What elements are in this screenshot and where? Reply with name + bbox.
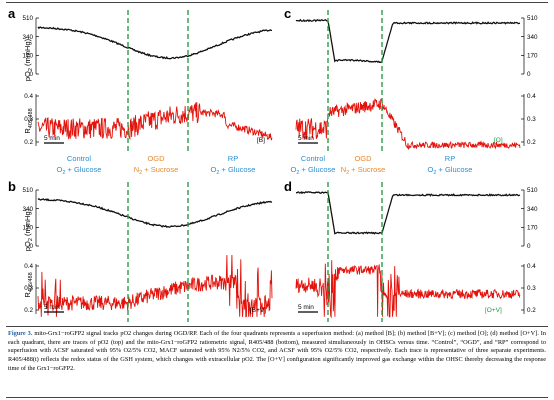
po2-tick-label: 170 bbox=[527, 225, 538, 232]
condition-ogd-name-right: OGD bbox=[354, 154, 372, 163]
po2-tick-label: 0 bbox=[527, 243, 531, 250]
po2-tick-label: 340 bbox=[527, 206, 538, 213]
po2-trace-d bbox=[295, 190, 521, 235]
ratio-tick-label: 0.3 bbox=[24, 285, 33, 292]
ratio-trace-a bbox=[37, 102, 273, 141]
method-tag-b: [B+V] bbox=[250, 307, 266, 314]
condition-rp-desc-right: O2 + Glucose bbox=[428, 165, 473, 176]
scalebar-a: 5 min bbox=[44, 135, 64, 144]
po2-axis-title-b: pO2 (mmHg) bbox=[23, 208, 34, 251]
ratio-tick-label: 0.2 bbox=[24, 139, 33, 146]
ratio-tick-label: 0.4 bbox=[24, 93, 33, 100]
svg-text:5 min: 5 min bbox=[298, 135, 314, 142]
axis-layer: 510 340 170 0 0.4 0.3 0.2 510 340 170 0 0.4 0.3 0.2 51… bbox=[22, 15, 538, 314]
top-rule bbox=[6, 2, 548, 3]
po2-tick-label: 340 bbox=[527, 34, 538, 41]
condition-dividers bbox=[127, 10, 383, 322]
bottom-rule bbox=[6, 397, 548, 398]
svg-text:5 min: 5 min bbox=[44, 304, 60, 311]
method-tag-d: [O+V] bbox=[485, 307, 502, 314]
ratio-tick-label: 0.3 bbox=[24, 116, 33, 123]
condition-labels-right: Control O2 + Glucose OGD N2 + Sucrose RP… bbox=[291, 154, 473, 176]
po2-tick-label: 340 bbox=[22, 34, 33, 41]
po2-trace-c bbox=[295, 18, 521, 64]
po2-tick-label: 170 bbox=[527, 53, 538, 60]
po2-tick-label: 170 bbox=[22, 53, 33, 60]
ratio-tick-label: 0.2 bbox=[24, 307, 33, 314]
ratio-tick-label: 0.2 bbox=[527, 139, 536, 146]
po2-trace-a bbox=[37, 26, 272, 60]
po2-tick-label: 0 bbox=[29, 71, 33, 78]
ratio-axis-title-a: R405/488 bbox=[23, 108, 34, 133]
po2-tick-label: 170 bbox=[22, 225, 33, 232]
condition-control-name-right: Control bbox=[301, 154, 326, 163]
po2-tick-label: 510 bbox=[527, 187, 538, 194]
po2-tick-label: 510 bbox=[22, 187, 33, 194]
ratio-trace-d bbox=[295, 260, 521, 319]
po2-trace-b bbox=[37, 197, 273, 228]
scalebar-b: 5 min bbox=[44, 304, 64, 313]
panel-letter-d: d bbox=[284, 179, 292, 194]
po2-tick-label: 340 bbox=[22, 206, 33, 213]
po2-axis-title-a: pO2 (mmHg) bbox=[23, 38, 34, 81]
panel-letter-c: c bbox=[284, 6, 291, 21]
condition-ogd-name: OGD bbox=[147, 154, 165, 163]
panel-letter-b: b bbox=[8, 179, 16, 194]
po2-tick-label: 510 bbox=[527, 15, 538, 22]
panel-letter-a: a bbox=[8, 6, 16, 21]
method-tag-c: [O] bbox=[494, 137, 503, 144]
condition-ogd-desc: N2 + Sucrose bbox=[134, 165, 179, 176]
ratio-tick-label: 0.4 bbox=[24, 263, 33, 270]
scalebar-d: 5 min bbox=[298, 304, 318, 313]
ratio-tick-label: 0.4 bbox=[527, 263, 536, 270]
condition-control-desc: O2 + Glucose bbox=[57, 165, 102, 176]
svg-text:5 min: 5 min bbox=[298, 304, 314, 311]
caption-top-rule bbox=[6, 326, 548, 327]
scalebar-c: 5 min bbox=[298, 135, 318, 144]
ratio-tick-label: 0.2 bbox=[527, 307, 536, 314]
condition-control-desc-right: O2 + Glucose bbox=[291, 165, 336, 176]
caption-label: Figure 3. bbox=[8, 330, 33, 337]
svg-text:5 min: 5 min bbox=[44, 135, 60, 142]
method-tag-a: [B] bbox=[257, 137, 265, 144]
ratio-trace-b bbox=[37, 254, 273, 318]
trace-layer bbox=[37, 18, 521, 319]
ratio-tick-label: 0.4 bbox=[527, 93, 536, 100]
figure-panels: 510 340 170 0 0.4 0.3 0.2 510 340 170 0 0.4 0.3 0.2 51… bbox=[8, 6, 538, 322]
ratio-trace-c bbox=[295, 98, 521, 151]
figure-caption: Figure 3. mito-Grx1−roGFP2 signal tracks… bbox=[8, 330, 546, 374]
po2-tick-label: 510 bbox=[22, 15, 33, 22]
condition-control-name: Control bbox=[67, 154, 92, 163]
ratio-tick-label: 0.3 bbox=[527, 285, 536, 292]
po2-tick-label: 0 bbox=[29, 243, 33, 250]
ratio-axis-title-b: R405/488 bbox=[23, 272, 34, 297]
ratio-tick-label: 0.3 bbox=[527, 116, 536, 123]
condition-rp-name: RP bbox=[228, 154, 238, 163]
condition-labels-left: Control O2 + Glucose OGD N2 + Sucrose RP… bbox=[57, 154, 256, 176]
condition-rp-name-right: RP bbox=[445, 154, 455, 163]
caption-text: mito-Grx1−roGFP2 signal tracks pO2 chang… bbox=[8, 330, 546, 372]
condition-rp-desc: O2 + Glucose bbox=[211, 165, 256, 176]
po2-tick-label: 0 bbox=[527, 71, 531, 78]
condition-ogd-desc-right: N2 + Sucrose bbox=[341, 165, 386, 176]
